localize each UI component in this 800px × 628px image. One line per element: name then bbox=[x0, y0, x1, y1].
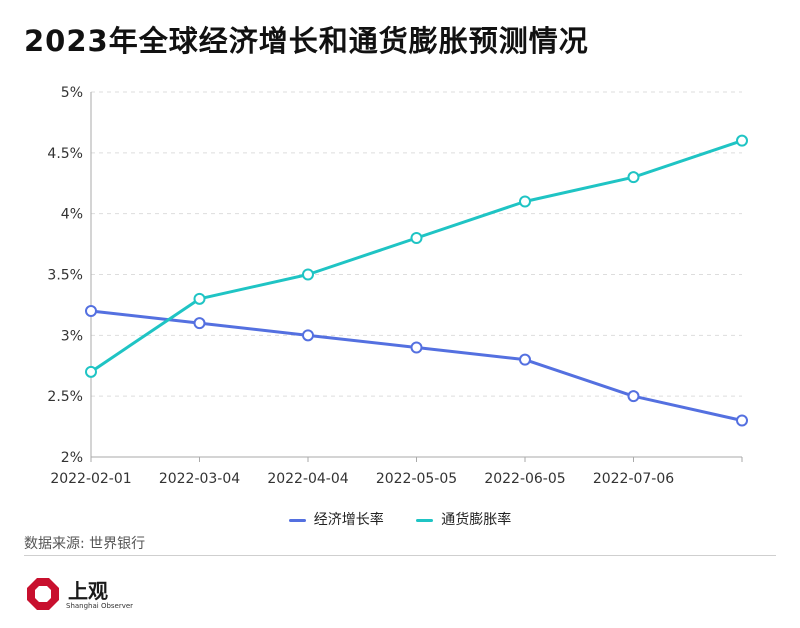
y-tick-label: 4.5% bbox=[47, 146, 83, 162]
data-point-inflation bbox=[736, 134, 748, 147]
legend-label-inflation: 通货膨胀率 bbox=[441, 512, 512, 528]
x-tick-label: 2022-03-04 bbox=[159, 471, 240, 487]
data-source: 数据来源: 世界银行 bbox=[24, 536, 146, 552]
logo-text-cn: 上观 bbox=[68, 579, 108, 603]
x-tick-label: 2022-07-06 bbox=[593, 471, 674, 487]
x-tick-label: 2022-04-04 bbox=[267, 471, 348, 487]
legend-swatch-inflation bbox=[416, 518, 434, 522]
series bbox=[85, 134, 748, 427]
data-point-inflation bbox=[302, 268, 314, 281]
x-tick-label: 2022-06-05 bbox=[484, 471, 565, 487]
data-point-inflation bbox=[85, 365, 97, 378]
data-point-inflation bbox=[627, 171, 640, 184]
logo-mark-icon bbox=[27, 578, 59, 610]
y-tick-label: 2.5% bbox=[47, 389, 83, 405]
data-point-growth bbox=[736, 414, 748, 427]
x-tick-label: 2022-05-05 bbox=[376, 471, 457, 487]
data-point-growth bbox=[410, 341, 423, 354]
line-chart: 2% 2.5% 3% 3.5% 4% 4.5% 5% 2022-02-01 2022-03-04… bbox=[47, 85, 748, 487]
data-point-growth bbox=[85, 305, 97, 317]
legend-swatch-growth bbox=[288, 518, 306, 522]
axes bbox=[90, 92, 743, 462]
logo-text-en: Shanghai Observer bbox=[66, 602, 134, 610]
x-tick-label: 2022-02-01 bbox=[50, 471, 131, 487]
data-point-inflation bbox=[519, 195, 531, 208]
y-tick-label: 4% bbox=[61, 207, 83, 223]
legend: 经济增长率 通货膨胀率 bbox=[0, 509, 800, 529]
legend-item-inflation[interactable]: 通货膨胀率 bbox=[416, 509, 511, 529]
data-point-growth bbox=[519, 353, 531, 366]
data-point-inflation bbox=[410, 232, 423, 244]
data-point-inflation bbox=[193, 292, 206, 305]
divider bbox=[24, 555, 776, 556]
y-tick-label: 3% bbox=[61, 328, 83, 344]
y-tick-label: 3.5% bbox=[47, 268, 83, 284]
series-line-growth bbox=[89, 309, 744, 422]
series-line-inflation bbox=[89, 139, 744, 374]
y-tick-label: 5% bbox=[61, 85, 83, 101]
chart-title: 2023年全球经济增长和通货膨胀预测情况 bbox=[24, 24, 589, 58]
data-point-growth bbox=[627, 390, 640, 403]
data-point-growth bbox=[193, 317, 206, 330]
tick-labels: 2% 2.5% 3% 3.5% 4% 4.5% 5% 2022-02-01 2022-03-04… bbox=[47, 85, 674, 487]
brand-logo: 上观 Shanghai Observer bbox=[26, 575, 156, 615]
y-tick-label: 2% bbox=[61, 450, 83, 466]
legend-item-growth[interactable]: 经济增长率 bbox=[288, 509, 384, 529]
legend-label-growth: 经济增长率 bbox=[313, 512, 384, 528]
data-point-growth bbox=[302, 329, 314, 342]
